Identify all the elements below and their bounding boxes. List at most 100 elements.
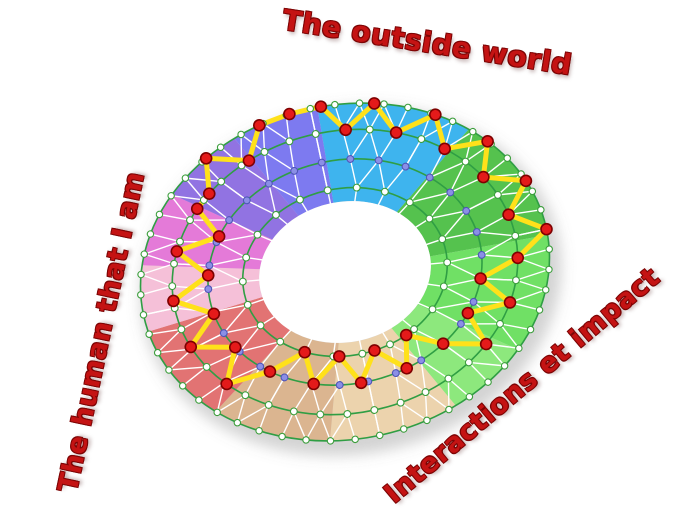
node <box>515 344 523 353</box>
node <box>464 358 473 367</box>
red-node <box>540 222 553 236</box>
node <box>276 337 285 346</box>
node <box>417 356 426 365</box>
red-node <box>481 135 494 148</box>
node <box>410 325 419 334</box>
red-node <box>477 170 490 184</box>
node <box>331 100 339 109</box>
node <box>469 297 478 306</box>
node <box>545 265 553 274</box>
node <box>346 155 355 163</box>
red-node <box>228 340 242 354</box>
node <box>448 117 457 126</box>
node <box>140 250 149 258</box>
node <box>512 276 520 285</box>
red-node <box>170 245 184 258</box>
node <box>255 427 263 435</box>
node <box>181 174 190 182</box>
node <box>469 127 477 136</box>
node <box>484 378 492 386</box>
red-node <box>184 340 198 354</box>
node <box>500 362 509 370</box>
red-node <box>503 296 517 309</box>
node <box>195 396 203 404</box>
red-node <box>429 108 442 121</box>
red-node <box>368 344 381 357</box>
node <box>302 436 310 444</box>
node <box>417 135 426 144</box>
node <box>165 366 173 374</box>
red-node <box>253 119 266 132</box>
node <box>461 157 470 166</box>
red-node <box>263 365 277 378</box>
node <box>177 325 186 334</box>
node <box>456 319 465 328</box>
node <box>526 325 535 334</box>
node <box>404 103 412 112</box>
node <box>256 362 265 371</box>
node <box>170 259 178 268</box>
node <box>145 330 153 338</box>
red-node <box>202 187 216 200</box>
node <box>425 214 434 223</box>
node <box>219 329 228 338</box>
node <box>335 381 344 389</box>
node <box>496 319 504 328</box>
red-node <box>212 230 226 243</box>
node <box>462 206 471 215</box>
node <box>242 253 251 262</box>
node <box>260 147 269 156</box>
node <box>493 190 502 199</box>
node <box>323 186 332 195</box>
node <box>445 405 453 414</box>
red-node <box>199 152 213 165</box>
red-node <box>283 107 296 121</box>
red-node <box>207 307 221 321</box>
node <box>355 99 364 107</box>
node <box>343 410 352 418</box>
node <box>311 130 320 138</box>
node <box>528 187 537 196</box>
node <box>238 277 247 286</box>
node <box>428 305 437 314</box>
red-node <box>511 251 525 265</box>
node <box>511 231 520 240</box>
red-node <box>190 202 204 216</box>
red-node <box>399 328 413 342</box>
node <box>168 282 177 291</box>
node <box>290 166 299 175</box>
node <box>243 300 252 309</box>
node <box>535 306 544 314</box>
node <box>326 437 335 445</box>
red-node <box>354 376 368 390</box>
node <box>178 382 187 390</box>
node <box>155 210 164 219</box>
node <box>216 143 225 152</box>
red-node <box>332 350 346 363</box>
node <box>296 195 304 204</box>
highlight-path <box>170 100 549 387</box>
node <box>400 425 408 433</box>
red-node <box>502 208 515 221</box>
node <box>167 191 175 200</box>
node <box>139 311 148 319</box>
node <box>438 235 447 244</box>
node <box>477 250 486 259</box>
red-node <box>479 337 493 351</box>
node <box>153 348 162 357</box>
node <box>316 410 325 419</box>
red-node <box>201 269 215 282</box>
node <box>217 177 226 186</box>
node <box>264 179 273 188</box>
red-node <box>242 154 256 167</box>
red-node <box>400 361 414 375</box>
node <box>202 362 211 371</box>
node <box>537 206 545 214</box>
node <box>137 291 145 299</box>
node <box>370 406 379 414</box>
node <box>443 258 452 267</box>
hole <box>259 201 431 343</box>
node <box>358 349 367 358</box>
